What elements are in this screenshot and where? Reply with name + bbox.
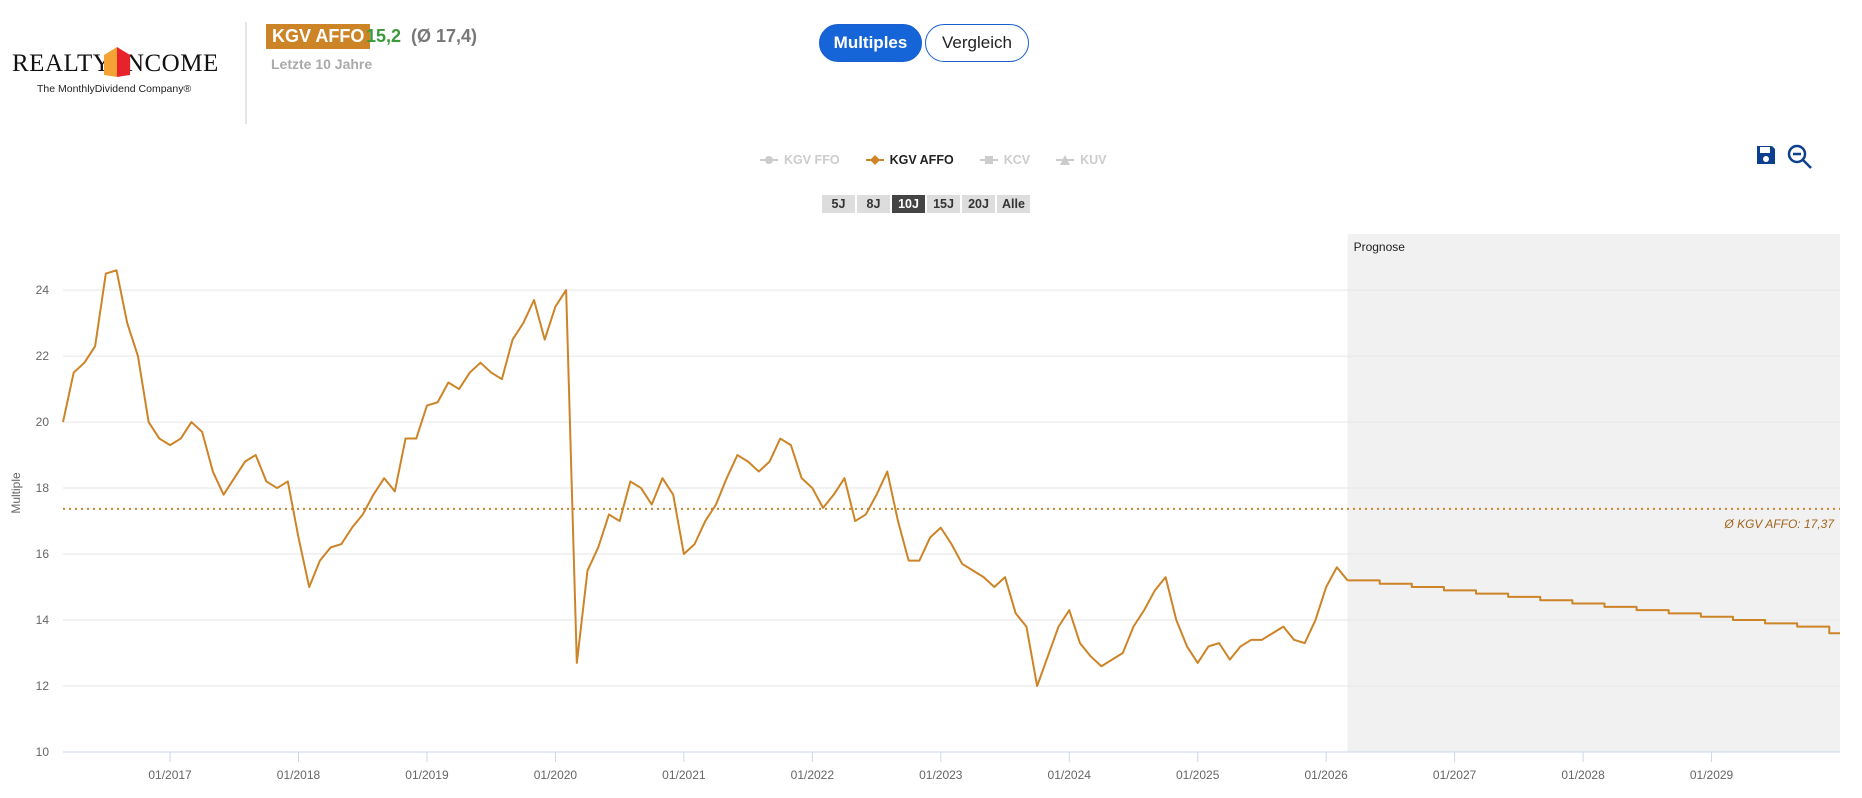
circle-marker-icon xyxy=(760,156,778,164)
x-tick-label: 01/2023 xyxy=(919,768,963,782)
legend-label: KCV xyxy=(1003,153,1031,167)
x-tick-label: 01/2024 xyxy=(1048,768,1092,782)
y-tick-label: 14 xyxy=(36,613,50,627)
legend-kcv[interactable]: KCV xyxy=(979,153,1031,167)
series-line-kgv-affo xyxy=(62,269,1349,688)
x-tick-label: 01/2022 xyxy=(791,768,835,782)
legend-label: KGV FFO xyxy=(784,153,840,167)
company-logo: REALTY INCOME The MonthlyDividend Compan… xyxy=(12,47,218,100)
header-divider xyxy=(245,22,247,124)
square-marker-icon xyxy=(979,156,998,164)
chart-toolbar xyxy=(1755,144,1813,170)
y-tick-label: 10 xyxy=(36,745,50,759)
y-tick-label: 24 xyxy=(36,283,50,297)
x-tick-label: 01/2020 xyxy=(534,768,578,782)
range-5j[interactable]: 5J xyxy=(822,195,855,213)
legend-kgv-affo[interactable]: KGV AFFO xyxy=(865,153,954,167)
y-axis-title: Multiple xyxy=(9,472,23,514)
zoom-out-icon[interactable] xyxy=(1787,144,1813,170)
forecast-label: Prognose xyxy=(1354,240,1406,254)
legend-kuv[interactable]: KUV xyxy=(1056,153,1107,167)
triangle-marker-icon xyxy=(1056,155,1075,165)
logo-tagline: The MonthlyDividend Company® xyxy=(37,83,192,95)
x-tick-label: 01/2026 xyxy=(1304,768,1348,782)
average-label: Ø KGV AFFO: 17,37 xyxy=(1723,517,1835,531)
x-tick-label: 01/2027 xyxy=(1433,768,1477,782)
legend-label: KUV xyxy=(1080,153,1107,167)
range-8j[interactable]: 8J xyxy=(857,195,890,213)
legend-label: KGV AFFO xyxy=(889,153,954,167)
range-15j[interactable]: 15J xyxy=(927,195,960,213)
vergleich-button[interactable]: Vergleich xyxy=(925,24,1029,62)
range-10j[interactable]: 10J xyxy=(892,195,925,213)
period-subtitle: Letzte 10 Jahre xyxy=(271,56,373,72)
average-value: (Ø 17,4) xyxy=(411,26,478,46)
x-tick-label: 01/2017 xyxy=(148,768,192,782)
y-tick-label: 18 xyxy=(36,481,50,495)
diamond-marker-icon xyxy=(865,155,884,165)
current-value: 15,2 xyxy=(366,26,402,46)
logo-house-icon xyxy=(104,47,130,77)
legend-kgv-ffo[interactable]: KGV FFO xyxy=(760,153,840,167)
y-tick-label: 12 xyxy=(36,679,50,693)
x-tick-label: 01/2021 xyxy=(662,768,706,782)
range-alle[interactable]: Alle xyxy=(997,195,1030,213)
x-tick-label: 01/2025 xyxy=(1176,768,1220,782)
series-line-forecast xyxy=(1347,579,1840,635)
x-tick-label: 01/2019 xyxy=(405,768,449,782)
save-icon[interactable] xyxy=(1755,144,1777,166)
chart-legend: KGV FFO KGV AFFO KCV KUV xyxy=(760,153,1107,167)
range-selector: 5J 8J 10J 15J 20J Alle xyxy=(822,195,1030,213)
metric-badge: KGV AFFO xyxy=(266,24,371,49)
forecast-band xyxy=(1347,234,1840,752)
x-tick-label: 01/2029 xyxy=(1690,768,1734,782)
y-tick-label: 16 xyxy=(36,547,50,561)
y-tick-label: 20 xyxy=(36,415,50,429)
y-tick-label: 22 xyxy=(36,349,50,363)
range-20j[interactable]: 20J xyxy=(962,195,995,213)
multiples-button[interactable]: Multiples xyxy=(819,24,922,62)
x-tick-label: 01/2028 xyxy=(1561,768,1605,782)
x-tick-label: 01/2018 xyxy=(277,768,321,782)
